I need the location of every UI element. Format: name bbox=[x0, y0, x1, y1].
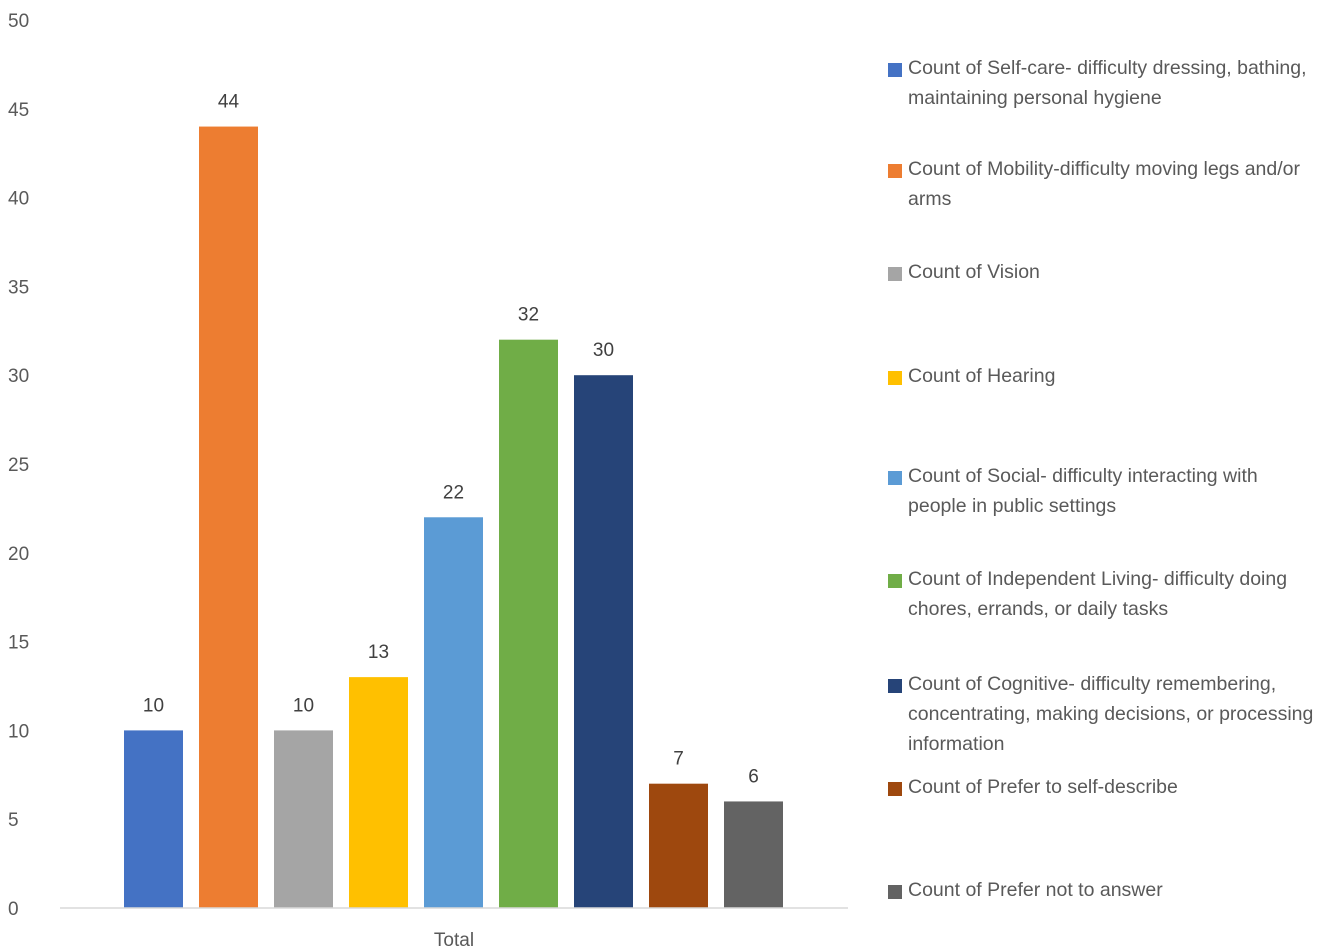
bar bbox=[424, 517, 483, 908]
legend-label: Count of Self-care- difficulty dressing,… bbox=[908, 57, 1307, 109]
data-label: 10 bbox=[293, 695, 314, 716]
bar bbox=[499, 339, 558, 908]
data-label: 44 bbox=[218, 92, 240, 113]
legend-item: Count of Social- difficulty interacting … bbox=[888, 465, 1320, 521]
data-labels: 10 44 10 13 22 32 30 7 6 bbox=[143, 92, 759, 788]
data-label: 7 bbox=[673, 749, 684, 770]
y-axis: 0 5 10 15 20 25 30 35 40 45 50 bbox=[8, 11, 29, 920]
legend-item: Count of Self-care- difficulty dressing,… bbox=[888, 57, 1320, 113]
y-tick-label: 45 bbox=[8, 100, 29, 121]
legend-item: Count of Vision bbox=[888, 261, 1320, 287]
bar bbox=[574, 375, 633, 908]
legend-item: Count of Independent Living- difficulty … bbox=[888, 568, 1320, 624]
data-label: 32 bbox=[518, 305, 539, 326]
bars bbox=[124, 126, 783, 908]
data-label: 10 bbox=[143, 695, 164, 716]
legend-swatch bbox=[888, 885, 902, 899]
legend-label: Count of Vision bbox=[908, 261, 1040, 283]
bar bbox=[649, 783, 708, 908]
legend-swatch bbox=[888, 371, 902, 385]
y-tick-label: 50 bbox=[8, 11, 29, 32]
bar bbox=[274, 730, 333, 908]
y-tick-label: 40 bbox=[8, 189, 29, 210]
legend-swatch bbox=[888, 471, 902, 485]
legend-item: Count of Mobility-difficulty moving legs… bbox=[888, 158, 1320, 214]
bar bbox=[349, 677, 408, 908]
bar-chart: 0 5 10 15 20 25 30 35 40 45 50 10 44 10 13 22 32 30 7 6 To… bbox=[8, 11, 848, 951]
legend-label: Count of Hearing bbox=[908, 365, 1056, 387]
data-label: 6 bbox=[748, 766, 759, 787]
data-label: 30 bbox=[593, 340, 614, 361]
legend-swatch bbox=[888, 164, 902, 178]
legend-item: Count of Hearing bbox=[888, 365, 1320, 391]
legend-item: Count of Prefer to self-describe bbox=[888, 776, 1320, 802]
legend-swatch bbox=[888, 63, 902, 77]
y-tick-label: 15 bbox=[8, 633, 29, 654]
legend-swatch bbox=[888, 574, 902, 588]
legend-swatch bbox=[888, 267, 902, 281]
y-tick-label: 20 bbox=[8, 544, 29, 565]
legend-label: Count of Prefer not to answer bbox=[908, 879, 1163, 901]
legend-label: Count of Mobility-difficulty moving legs… bbox=[908, 158, 1300, 210]
legend-label: Count of Social- difficulty interacting … bbox=[908, 465, 1258, 517]
legend-label: Count of Independent Living- difficulty … bbox=[908, 568, 1288, 620]
legend-item: Count of Prefer not to answer bbox=[888, 879, 1320, 905]
legend-label: Count of Cognitive- difficulty rememberi… bbox=[908, 673, 1314, 755]
bar bbox=[199, 126, 258, 908]
y-tick-label: 0 bbox=[8, 899, 19, 920]
y-tick-label: 35 bbox=[8, 277, 29, 298]
bar bbox=[124, 730, 183, 908]
y-tick-label: 30 bbox=[8, 366, 29, 387]
y-tick-label: 5 bbox=[8, 810, 19, 831]
bar bbox=[724, 801, 783, 908]
y-tick-label: 10 bbox=[8, 721, 29, 742]
legend-label: Count of Prefer to self-describe bbox=[908, 776, 1178, 798]
data-label: 13 bbox=[368, 642, 389, 663]
y-tick-label: 25 bbox=[8, 455, 29, 476]
legend-swatch bbox=[888, 782, 902, 796]
legend-item: Count of Cognitive- difficulty rememberi… bbox=[888, 673, 1320, 759]
legend-swatch bbox=[888, 679, 902, 693]
x-axis-category-label: Total bbox=[434, 930, 474, 951]
data-label: 22 bbox=[443, 482, 464, 503]
